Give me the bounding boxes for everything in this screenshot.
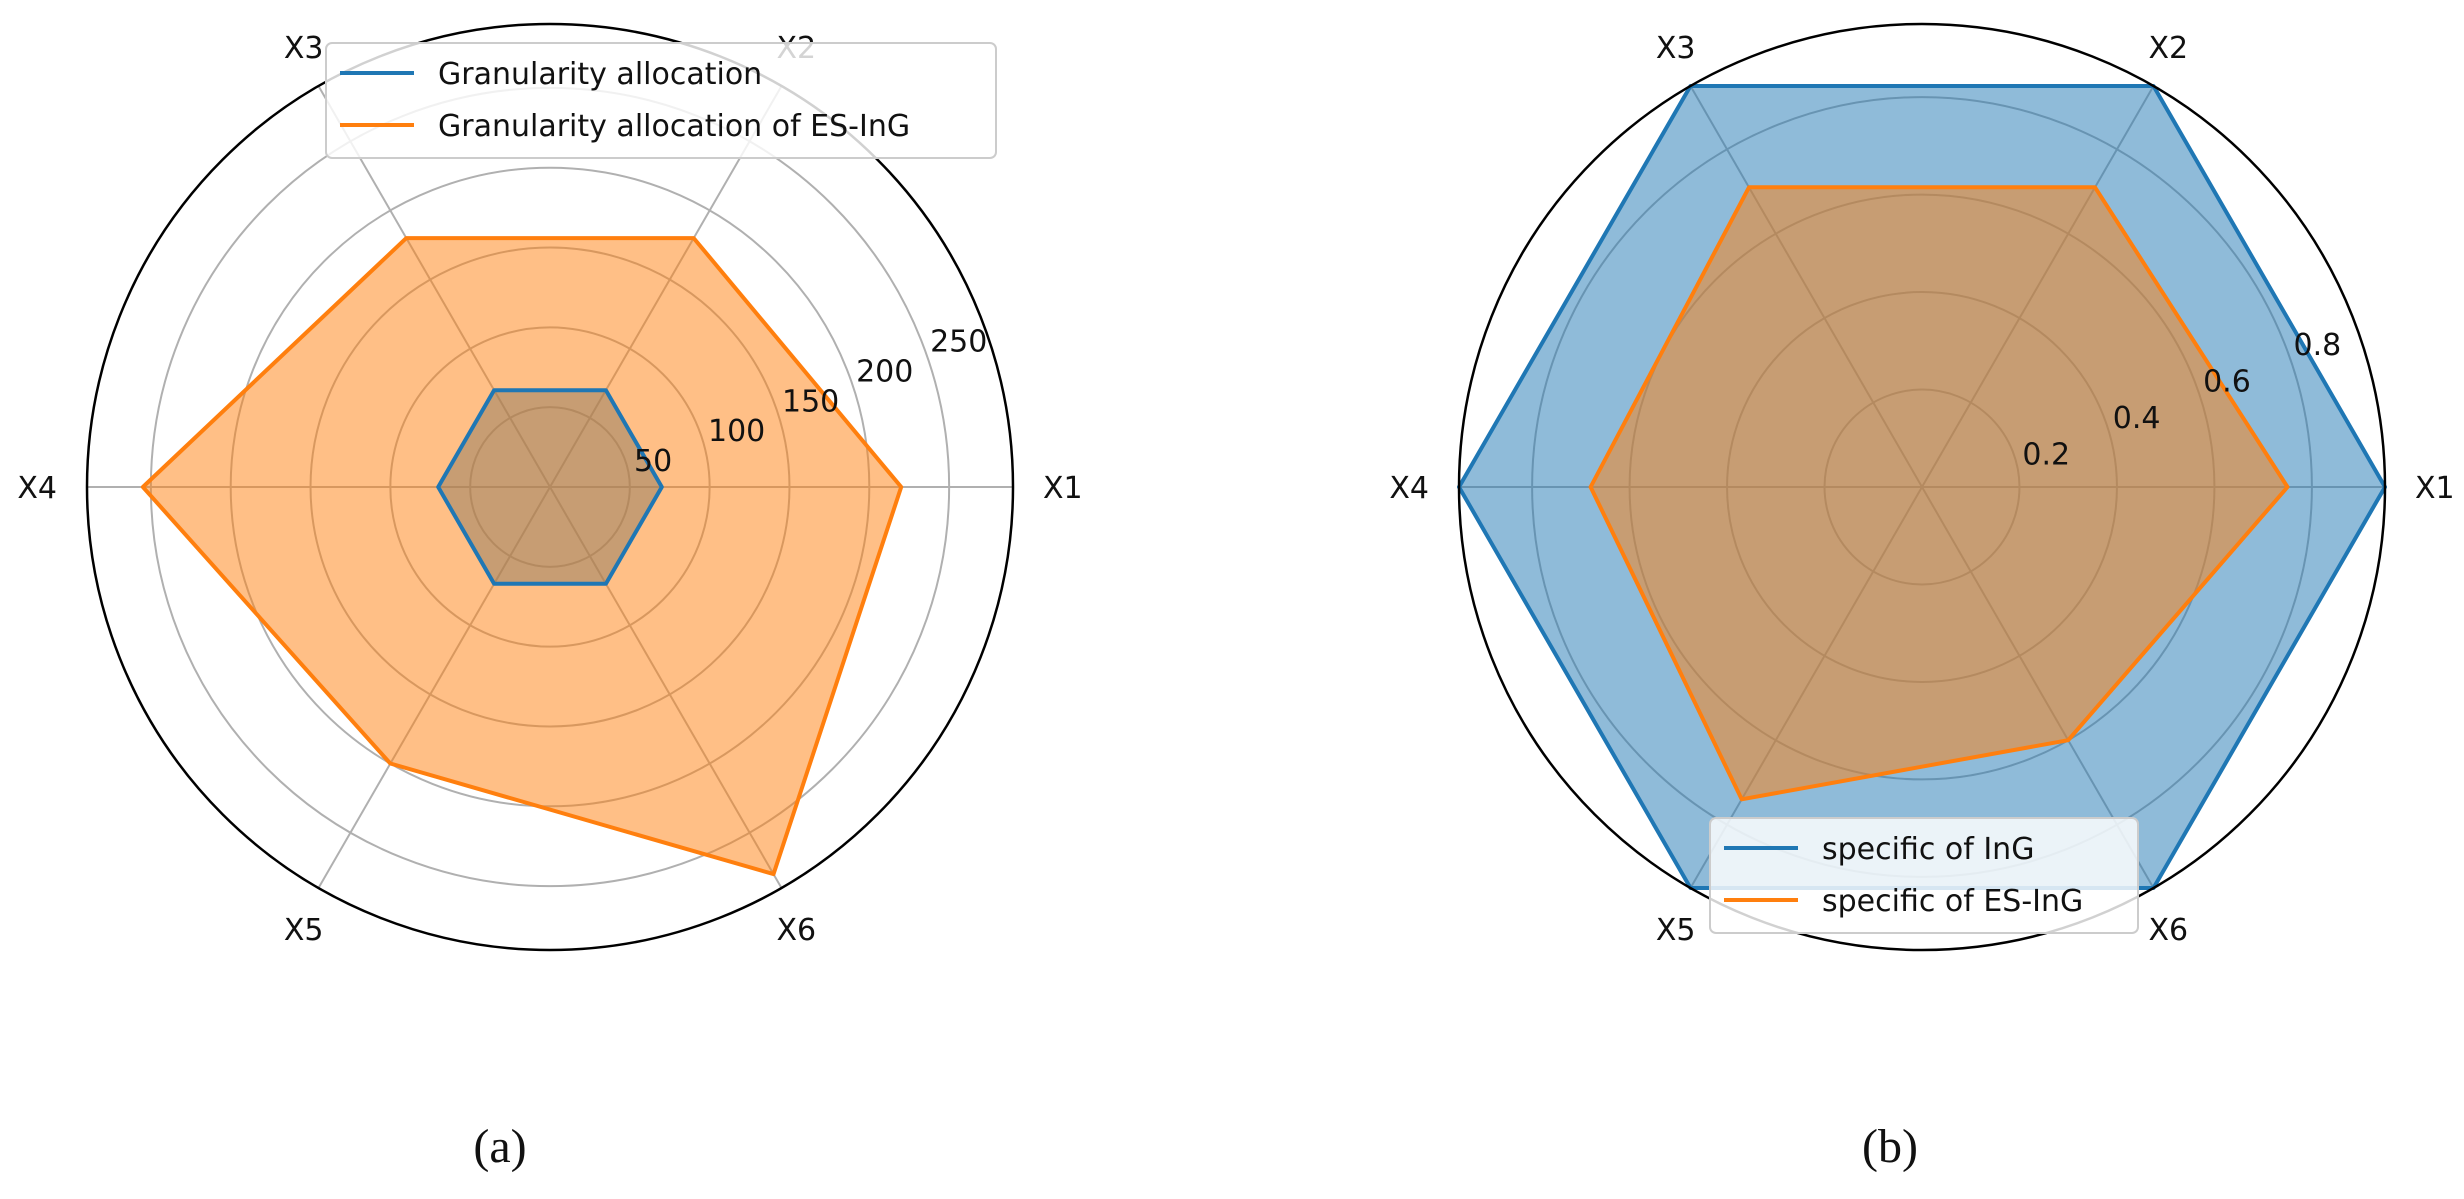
- axis-label-a-x6: X6: [777, 913, 817, 948]
- legend-label-b-1: specific of ES-InG: [1822, 884, 2083, 919]
- axis-label-a-x3: X3: [284, 31, 324, 66]
- axis-label-b-x5: X5: [1656, 913, 1696, 948]
- rtick-label-b-3: 0.8: [2294, 328, 2342, 363]
- axis-label-b-x3: X3: [1656, 31, 1696, 66]
- axis-label-a-x4: X4: [17, 471, 57, 506]
- panel-label-a: (a): [473, 1120, 526, 1173]
- series-a: [140, 236, 904, 877]
- axis-label-b-x2: X2: [2149, 31, 2189, 66]
- labels-b: 0.2 0.4 0.6 0.8 X1 X2 X3 X4 X5 X6: [1389, 31, 2454, 948]
- labels-a: 50100150200250X1X2X3X4X5X6: [17, 31, 1082, 948]
- radar-chart-a: 50100150200250X1X2X3X4X5X6 Granularity a…: [17, 22, 1083, 1173]
- legend-label-a-1: Granularity allocation of ES-InG: [438, 109, 910, 144]
- panel-label-b: (b): [1862, 1120, 1918, 1173]
- series-line-a-0: [436, 388, 664, 586]
- outer-frame-b: [1457, 22, 2387, 952]
- rtick-label-b-1: 0.4: [2113, 401, 2161, 436]
- rtick-label-a-3: 200: [856, 354, 913, 389]
- outer-frame-a: [85, 22, 1015, 952]
- series-fill-b-1: [1590, 187, 2288, 800]
- rtick-label-a-0: 50: [634, 444, 672, 479]
- legend-label-a-0: Granularity allocation: [438, 57, 762, 92]
- axis-label-b-x1: X1: [2415, 471, 2455, 506]
- legend-box-a: [325, 42, 997, 159]
- rtick-label-b-0: 0.2: [2022, 438, 2070, 473]
- series-line-a-1: [140, 236, 904, 877]
- axis-label-b-x4: X4: [1389, 471, 1429, 506]
- series-fill-a-1: [142, 238, 902, 875]
- radar-chart-b: 0.2 0.4 0.6 0.8 X1 X2 X3 X4 X5 X6 specific of InG…: [1389, 22, 2455, 1173]
- axis-label-b-x6: X6: [2149, 913, 2189, 948]
- legend-box-b: [1709, 817, 2139, 934]
- frame-a: [85, 22, 1015, 952]
- legend-a: Granularity allocation Granularity alloca…: [325, 42, 997, 159]
- rtick-label-a-2: 150: [782, 384, 839, 419]
- series-b: [1457, 84, 2387, 890]
- legend-label-b-0: specific of InG: [1822, 832, 2034, 867]
- series-line-b-1: [1588, 185, 2290, 802]
- frame-b: [1457, 22, 2387, 952]
- axis-label-a-x5: X5: [284, 913, 324, 948]
- legend-b: specific of InG specific of ES-InG: [1709, 817, 2139, 934]
- axis-label-a-x1: X1: [1043, 471, 1083, 506]
- rtick-label-a-4: 250: [930, 325, 987, 360]
- rtick-label-a-1: 100: [708, 414, 765, 449]
- rtick-label-b-2: 0.6: [2203, 365, 2251, 400]
